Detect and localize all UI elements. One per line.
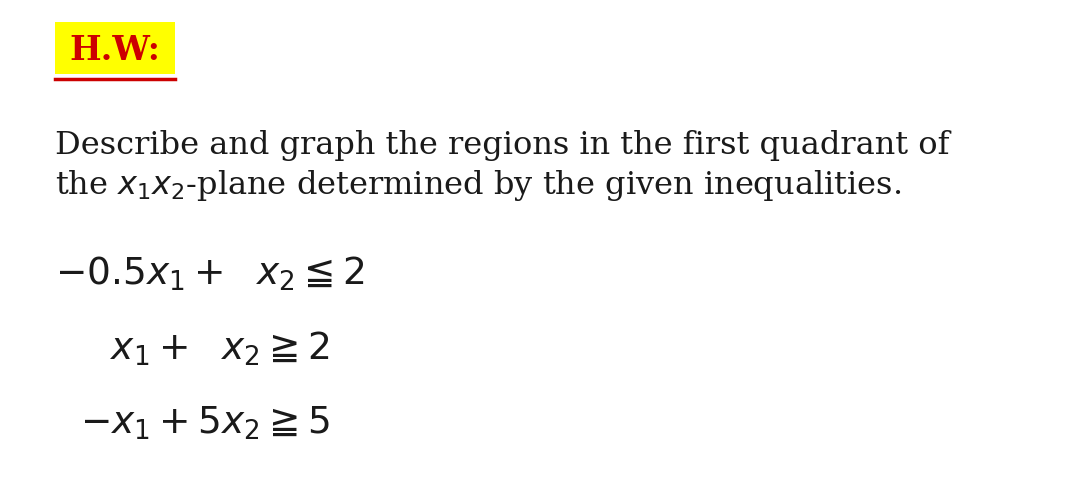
Text: $-0.5x_1 +\ \ x_2 \leqq 2$: $-0.5x_1 +\ \ x_2 \leqq 2$ (55, 255, 364, 293)
Text: H.W:: H.W: (69, 34, 161, 67)
Text: $-x_1 + 5x_2 \geqq 5$: $-x_1 + 5x_2 \geqq 5$ (80, 405, 329, 442)
FancyBboxPatch shape (55, 22, 175, 74)
Text: the $x_1x_2$-plane determined by the given inequalities.: the $x_1x_2$-plane determined by the giv… (55, 168, 901, 203)
Text: Describe and graph the regions in the first quadrant of: Describe and graph the regions in the fi… (55, 130, 949, 161)
Text: $x_1 +\ \ x_2 \geqq 2$: $x_1 +\ \ x_2 \geqq 2$ (110, 330, 329, 368)
